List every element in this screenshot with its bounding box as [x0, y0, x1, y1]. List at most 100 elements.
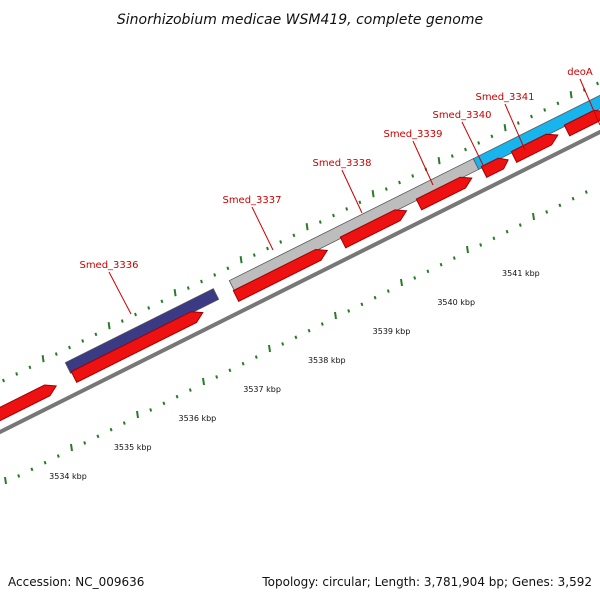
- tick-mark: [307, 328, 311, 333]
- tick-mark: [358, 200, 362, 205]
- tick-mark: [134, 312, 137, 317]
- scale-label: 3538 kbp: [308, 356, 346, 365]
- tick-mark: [120, 319, 124, 323]
- tick-mark: [175, 394, 179, 399]
- scale-label: 3539 kbp: [373, 327, 411, 336]
- gene-arrow[interactable]: [339, 205, 409, 249]
- tick-mark: [398, 180, 401, 185]
- scale-label: 3541 kbp: [502, 269, 540, 278]
- tick-mark: [94, 332, 98, 337]
- tick-mark: [252, 253, 256, 257]
- gene-leader-line: [108, 271, 132, 315]
- tick-mark: [83, 441, 87, 445]
- tick-mark: [532, 212, 535, 221]
- tick-mark: [543, 108, 547, 112]
- scale-label: 3535 kbp: [114, 443, 152, 452]
- tick-mark: [268, 344, 271, 353]
- scale-label: 3537 kbp: [243, 385, 281, 394]
- gene-arrow[interactable]: [480, 155, 511, 179]
- tick-mark: [15, 372, 19, 376]
- tick-mark: [162, 401, 166, 406]
- tick-mark: [241, 361, 245, 366]
- tick-mark: [136, 410, 139, 419]
- tick-mark: [294, 335, 298, 340]
- gene-arrow[interactable]: [70, 307, 205, 384]
- gene-label-smed-3337[interactable]: Smed_3337: [222, 195, 281, 206]
- tick-mark: [122, 421, 126, 425]
- tick-mark: [305, 223, 309, 231]
- tick-mark: [28, 365, 32, 370]
- tick-mark: [54, 352, 58, 356]
- gene-leader-line: [504, 103, 526, 151]
- gene-label-smed-3336[interactable]: Smed_3336: [79, 260, 138, 271]
- tick-mark: [96, 434, 100, 439]
- tick-mark: [43, 460, 47, 465]
- tick-mark: [505, 229, 509, 234]
- gene-arrow[interactable]: [232, 245, 330, 303]
- tick-mark: [596, 81, 599, 86]
- tick-mark: [202, 377, 205, 386]
- gene-labels: Smed_3336 Smed_3337 Smed_3338 Smed_3339 Smed…: [79, 67, 600, 315]
- tick-mark: [30, 467, 34, 472]
- backbone-line: [0, 129, 600, 435]
- tick-mark: [68, 345, 71, 350]
- tick-mark: [492, 236, 496, 241]
- tick-mark: [371, 190, 375, 198]
- outer-tick-track: [2, 81, 599, 383]
- tick-mark: [426, 269, 430, 274]
- tick-mark: [571, 196, 575, 201]
- tick-mark: [437, 157, 441, 165]
- tick-mark: [450, 154, 454, 158]
- scale-label: 3536 kbp: [179, 414, 217, 423]
- scale-label: 3534 kbp: [49, 472, 87, 481]
- gene-label-smed-3339[interactable]: Smed_3339: [383, 129, 442, 140]
- tick-mark: [281, 342, 285, 346]
- tick-mark: [584, 190, 588, 194]
- gene-track: [0, 106, 600, 426]
- tick-mark: [332, 213, 335, 218]
- tick-mark: [334, 311, 337, 320]
- gene-label-deoa[interactable]: deoA: [567, 67, 593, 78]
- gene-arrow[interactable]: [0, 381, 59, 426]
- tick-mark: [173, 289, 177, 297]
- tick-mark: [347, 309, 351, 313]
- backbone-track: [0, 129, 600, 435]
- tick-mark: [477, 141, 481, 145]
- tick-mark: [530, 114, 533, 119]
- tick-mark: [569, 91, 573, 99]
- tick-mark: [400, 278, 403, 287]
- gene-arrow[interactable]: [415, 173, 474, 211]
- tick-mark: [320, 322, 324, 326]
- tick-mark: [149, 408, 153, 412]
- tick-mark: [556, 101, 560, 106]
- tick-mark: [215, 375, 219, 379]
- tick-mark: [452, 256, 456, 260]
- tick-mark: [518, 223, 522, 227]
- gene-label-smed-3341[interactable]: Smed_3341: [475, 92, 534, 103]
- scale-labels: 3534 kbp 3535 kbp 3536 kbp 3537 kbp 3538 kbp…: [49, 269, 540, 481]
- tick-mark: [188, 388, 192, 392]
- tick-mark: [466, 245, 469, 254]
- gene-label-smed-3338[interactable]: Smed_3338: [312, 158, 371, 169]
- tick-mark: [545, 210, 549, 214]
- tick-mark: [413, 276, 417, 280]
- feature-bar[interactable]: [228, 158, 480, 292]
- tick-mark: [41, 355, 45, 363]
- tick-mark: [516, 121, 520, 125]
- tick-mark: [411, 174, 415, 178]
- tick-mark: [2, 378, 5, 383]
- gene-label-smed-3340[interactable]: Smed_3340: [432, 110, 491, 121]
- tick-mark: [360, 302, 364, 307]
- tick-mark: [160, 299, 164, 304]
- tick-mark: [228, 368, 232, 373]
- tick-mark: [239, 256, 243, 264]
- tick-mark: [386, 289, 390, 293]
- tick-mark: [373, 295, 377, 300]
- tick-mark: [213, 273, 217, 277]
- tick-mark: [345, 207, 349, 211]
- feature-track: [64, 91, 600, 374]
- gene-arrow[interactable]: [563, 106, 600, 137]
- gene-arrow[interactable]: [510, 130, 560, 164]
- topology-text: Topology: circular; Length: 3,781,904 bp…: [262, 575, 592, 589]
